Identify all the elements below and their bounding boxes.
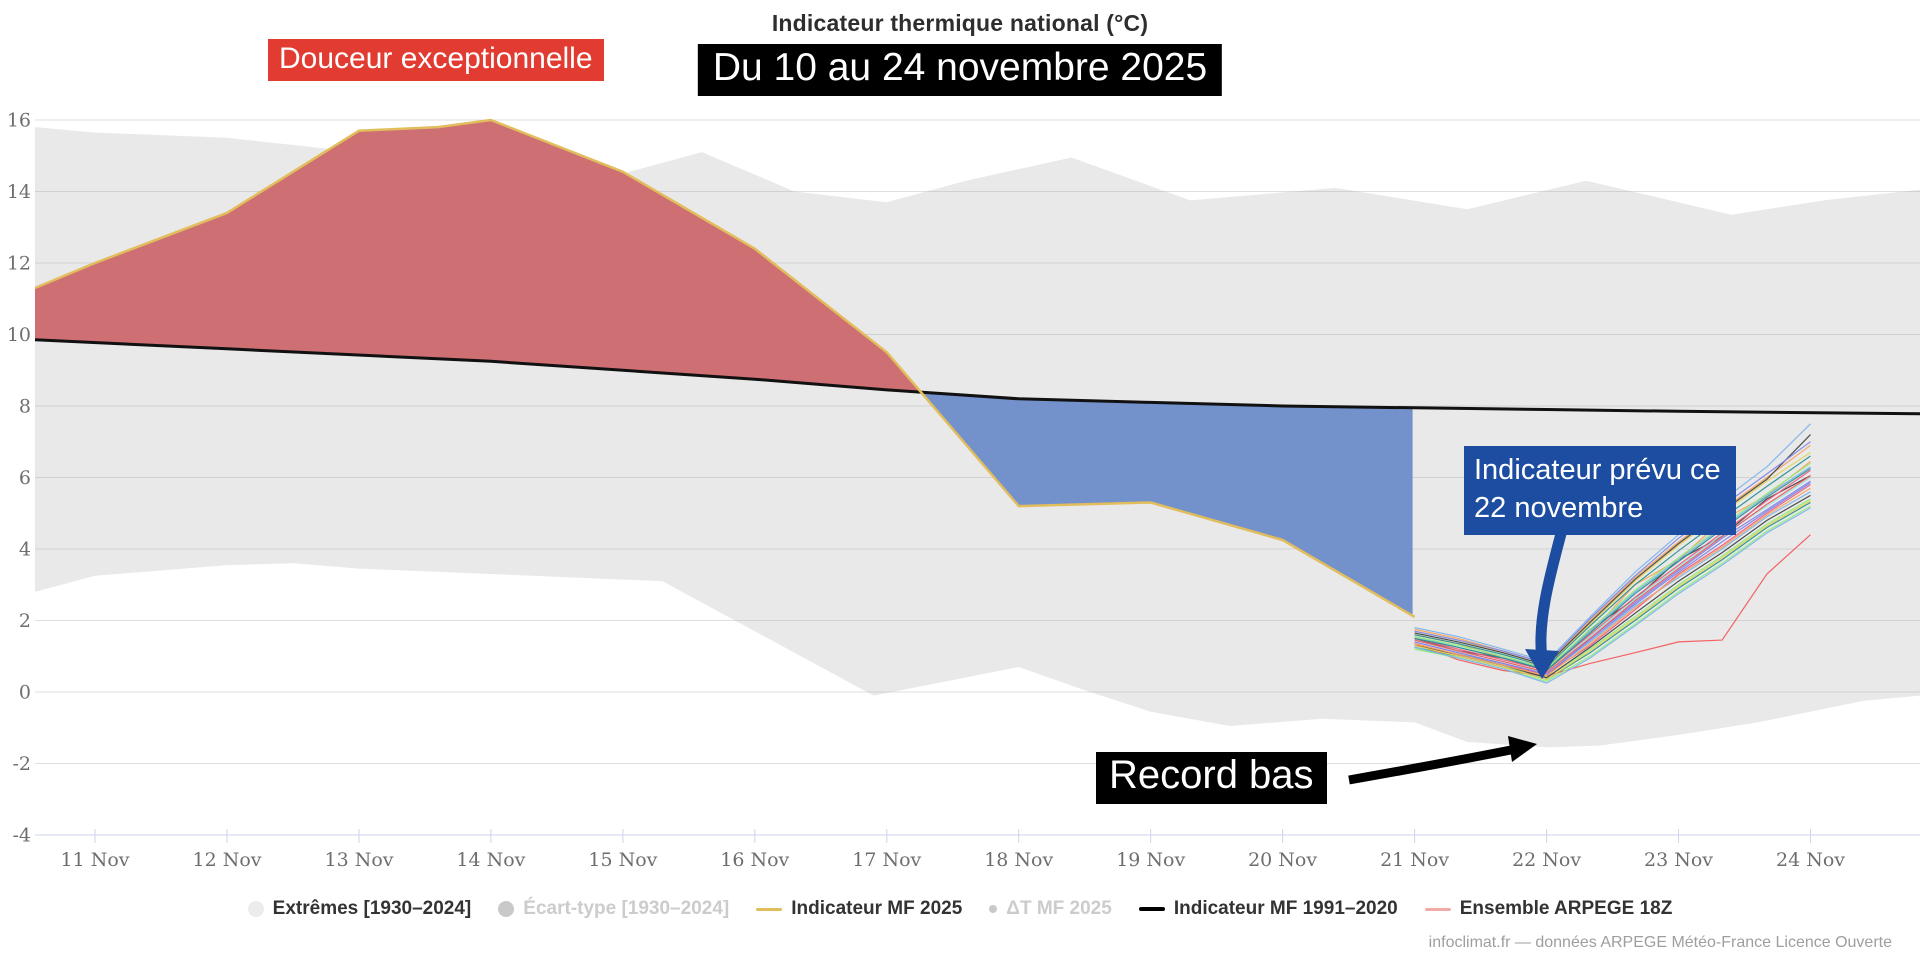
- legend-item-3[interactable]: ΔT MF 2025: [989, 898, 1112, 920]
- legend-item-label: Extrêmes [1930–2024]: [272, 898, 472, 919]
- legend-item-label: Écart-type [1930–2024]: [523, 898, 730, 919]
- svg-text:10: 10: [7, 324, 31, 346]
- series-indicateur-mf-2025: [34, 118, 1416, 618]
- svg-text:16 Nov: 16 Nov: [720, 849, 789, 871]
- svg-text:11 Nov: 11 Nov: [60, 849, 129, 871]
- chart-legend: Extrêmes [1930–2024] Écart-type [1930–202…: [0, 898, 1920, 920]
- svg-text:14 Nov: 14 Nov: [456, 849, 525, 871]
- annotation-douceur: Douceur exceptionnelle: [268, 39, 604, 81]
- svg-text:18 Nov: 18 Nov: [984, 849, 1053, 871]
- svg-text:15 Nov: 15 Nov: [588, 849, 657, 871]
- annotation-record-bas: Record bas: [1096, 752, 1327, 804]
- svg-text:0: 0: [19, 682, 31, 704]
- legend-item-label: Indicateur MF 1991–2020: [1173, 898, 1398, 919]
- annotation-indicateur-prevu: Indicateur prévu ce 22 novembre: [1464, 446, 1736, 535]
- svg-text:-2: -2: [12, 753, 31, 775]
- legend-item-5[interactable]: Ensemble ARPEGE 18Z: [1424, 898, 1673, 920]
- axes: 16 14 12 10 8 6 4 2 0 -2 -4 11 Nov 12 Nov 13 Nov 14 No…: [7, 110, 1920, 871]
- svg-text:19 Nov: 19 Nov: [1116, 849, 1185, 871]
- annotation-arrows: [1348, 528, 1568, 785]
- series-indicateur-mf-1991-2020: [34, 338, 1920, 416]
- blue-arrowhead: [1525, 649, 1559, 679]
- svg-text:-4: -4: [12, 825, 31, 847]
- legend-item-1[interactable]: Écart-type [1930–2024]: [498, 898, 729, 920]
- page-title: Indicateur thermique national (°C): [771, 10, 1149, 36]
- svg-text:23 Nov: 23 Nov: [1644, 849, 1713, 871]
- line-legend-symbol: [1424, 907, 1451, 911]
- svg-text:16: 16: [7, 110, 31, 132]
- series-ensemble-arpege: [1414, 423, 1811, 684]
- chart-subtitle: Du 10 au 24 novembre 2025: [697, 44, 1223, 96]
- svg-text:12: 12: [7, 253, 31, 275]
- svg-text:17 Nov: 17 Nov: [852, 849, 921, 871]
- black-arrowhead: [1508, 736, 1537, 762]
- legend-item-label: Ensemble ARPEGE 18Z: [1459, 898, 1673, 919]
- svg-text:14: 14: [7, 181, 31, 203]
- svg-text:6: 6: [19, 467, 31, 489]
- circle-legend-symbol: [498, 901, 515, 917]
- svg-text:22 Nov: 22 Nov: [1512, 849, 1581, 871]
- line-legend-symbol: [756, 907, 783, 911]
- legend-item-label: ΔT MF 2025: [1006, 898, 1112, 919]
- svg-text:4: 4: [19, 539, 31, 561]
- svg-text:24 Nov: 24 Nov: [1776, 849, 1845, 871]
- svg-text:13 Nov: 13 Nov: [324, 849, 393, 871]
- credit-text: infoclimat.fr — données ARPEGE Météo-Fra…: [1428, 934, 1892, 951]
- circle-legend-symbol: [247, 901, 264, 917]
- line-legend-symbol: [1138, 907, 1165, 911]
- dot-legend-symbol: [989, 905, 998, 913]
- cold-anomaly-area: [921, 392, 1413, 616]
- legend-item-4[interactable]: Indicateur MF 1991–2020: [1138, 898, 1398, 920]
- warm-anomaly-area: [35, 120, 921, 393]
- legend-item-0[interactable]: Extrêmes [1930–2024]: [247, 898, 472, 920]
- svg-text:8: 8: [19, 396, 31, 418]
- legend-item-label: Indicateur MF 2025: [791, 898, 963, 919]
- svg-text:20 Nov: 20 Nov: [1248, 849, 1317, 871]
- svg-text:21 Nov: 21 Nov: [1380, 849, 1449, 871]
- svg-text:12 Nov: 12 Nov: [192, 849, 261, 871]
- svg-text:2: 2: [19, 610, 31, 632]
- legend-item-2[interactable]: Indicateur MF 2025: [756, 898, 962, 920]
